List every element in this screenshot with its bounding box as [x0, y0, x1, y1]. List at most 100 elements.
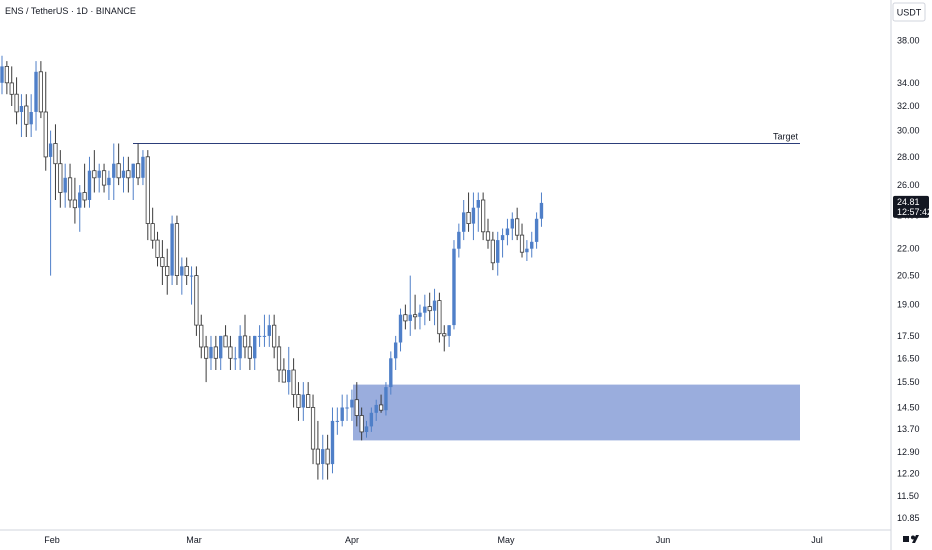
- candle-body: [242, 335, 248, 348]
- candle-body: [233, 358, 237, 360]
- candle-body: [272, 324, 277, 348]
- candle: [315, 420, 321, 480]
- symbol-title[interactable]: ENS / TetherUS · 1D · BINANCE: [5, 6, 136, 16]
- candle: [38, 61, 43, 119]
- candle-body: [174, 223, 180, 277]
- candle-body: [131, 163, 135, 178]
- candle-body: [180, 266, 184, 276]
- candle: [378, 394, 384, 413]
- candle-body: [228, 346, 233, 359]
- candle-body: [447, 325, 451, 336]
- candle: [34, 61, 38, 131]
- candle: [408, 275, 412, 336]
- candle-body: [43, 111, 48, 158]
- candle: [82, 163, 87, 208]
- price-tick-label: 26.00: [897, 180, 920, 190]
- candle: [145, 150, 150, 241]
- candle-body: [14, 93, 19, 113]
- candle-body: [476, 200, 480, 208]
- candle: [63, 163, 67, 208]
- candle: [213, 335, 218, 370]
- candle: [530, 231, 534, 258]
- candle: [447, 325, 451, 347]
- candle: [189, 266, 194, 305]
- candle-body: [525, 248, 529, 253]
- candle-body: [505, 228, 510, 236]
- tradingview-logo-icon[interactable]: [903, 535, 919, 543]
- candle-body: [325, 448, 330, 465]
- candle-body: [209, 346, 213, 359]
- candle: [330, 407, 335, 474]
- candle: [398, 308, 403, 352]
- candle: [78, 185, 82, 232]
- time-tick-label: Apr: [345, 535, 359, 545]
- candle: [160, 240, 165, 285]
- candle-body: [350, 399, 354, 408]
- candle: [58, 150, 63, 208]
- time-tick-label: May: [497, 535, 515, 545]
- candle: [107, 170, 111, 200]
- candle: [534, 212, 539, 249]
- time-axis[interactable]: Feb Mar Apr May Jun Jul: [44, 535, 823, 545]
- countdown-timer: 12:57:42: [897, 207, 932, 217]
- currency-button[interactable]: USDT: [892, 2, 926, 22]
- candle: [345, 394, 349, 421]
- candle-body: [287, 370, 291, 383]
- candle: [490, 231, 495, 271]
- candle-body: [462, 212, 466, 232]
- candle-body: [330, 420, 335, 465]
- candle: [0, 55, 4, 95]
- candle: [423, 294, 427, 326]
- target-annotation: Target: [133, 131, 800, 144]
- candle: [539, 192, 544, 227]
- candle-body: [189, 275, 194, 277]
- candle-body: [247, 346, 252, 359]
- price-tick-label: 38.00: [897, 36, 920, 46]
- candle: [135, 143, 141, 186]
- time-tick-label: Feb: [44, 535, 60, 545]
- price-tick-label: 34.00: [897, 78, 920, 88]
- candle: [253, 335, 257, 370]
- candle-body: [267, 325, 271, 336]
- candle: [335, 407, 340, 435]
- candle-body: [374, 404, 378, 413]
- price-tick-label: 22.00: [897, 244, 920, 254]
- candle: [496, 231, 500, 276]
- candle: [150, 207, 155, 249]
- candle-body: [442, 333, 447, 337]
- candle: [72, 177, 77, 224]
- candle-body: [291, 369, 296, 396]
- candle: [267, 314, 271, 347]
- candle-body: [34, 71, 38, 112]
- candle: [519, 223, 525, 258]
- price-tick-label: 16.50: [897, 353, 920, 363]
- candle: [9, 66, 14, 106]
- candle: [321, 434, 325, 480]
- candle-body: [38, 71, 43, 113]
- candle-body: [170, 223, 174, 276]
- candle: [306, 382, 311, 408]
- candle: [291, 358, 296, 408]
- candle: [121, 156, 126, 193]
- candle-body: [150, 223, 155, 241]
- candle: [53, 124, 58, 200]
- candle-body: [24, 105, 29, 125]
- price-axis[interactable]: 38.0034.0032.0030.0028.0026.0024.0022.00…: [897, 36, 920, 524]
- last-price-badge: 24.81 12:57:42: [893, 195, 932, 218]
- candle-body: [121, 170, 126, 178]
- candle-body: [219, 335, 223, 359]
- candle: [228, 335, 233, 370]
- candle-body: [539, 202, 544, 219]
- candle: [219, 335, 223, 370]
- candle-body: [345, 407, 349, 409]
- price-tick-label: 32.00: [897, 101, 920, 111]
- candle-body: [510, 218, 514, 229]
- candle-body: [378, 404, 384, 411]
- candle-body: [384, 387, 388, 411]
- price-tick-label: 19.00: [897, 300, 920, 310]
- candle-body: [534, 218, 539, 242]
- candle-body: [9, 82, 14, 95]
- candle-body: [238, 335, 242, 359]
- candle-body: [471, 207, 476, 224]
